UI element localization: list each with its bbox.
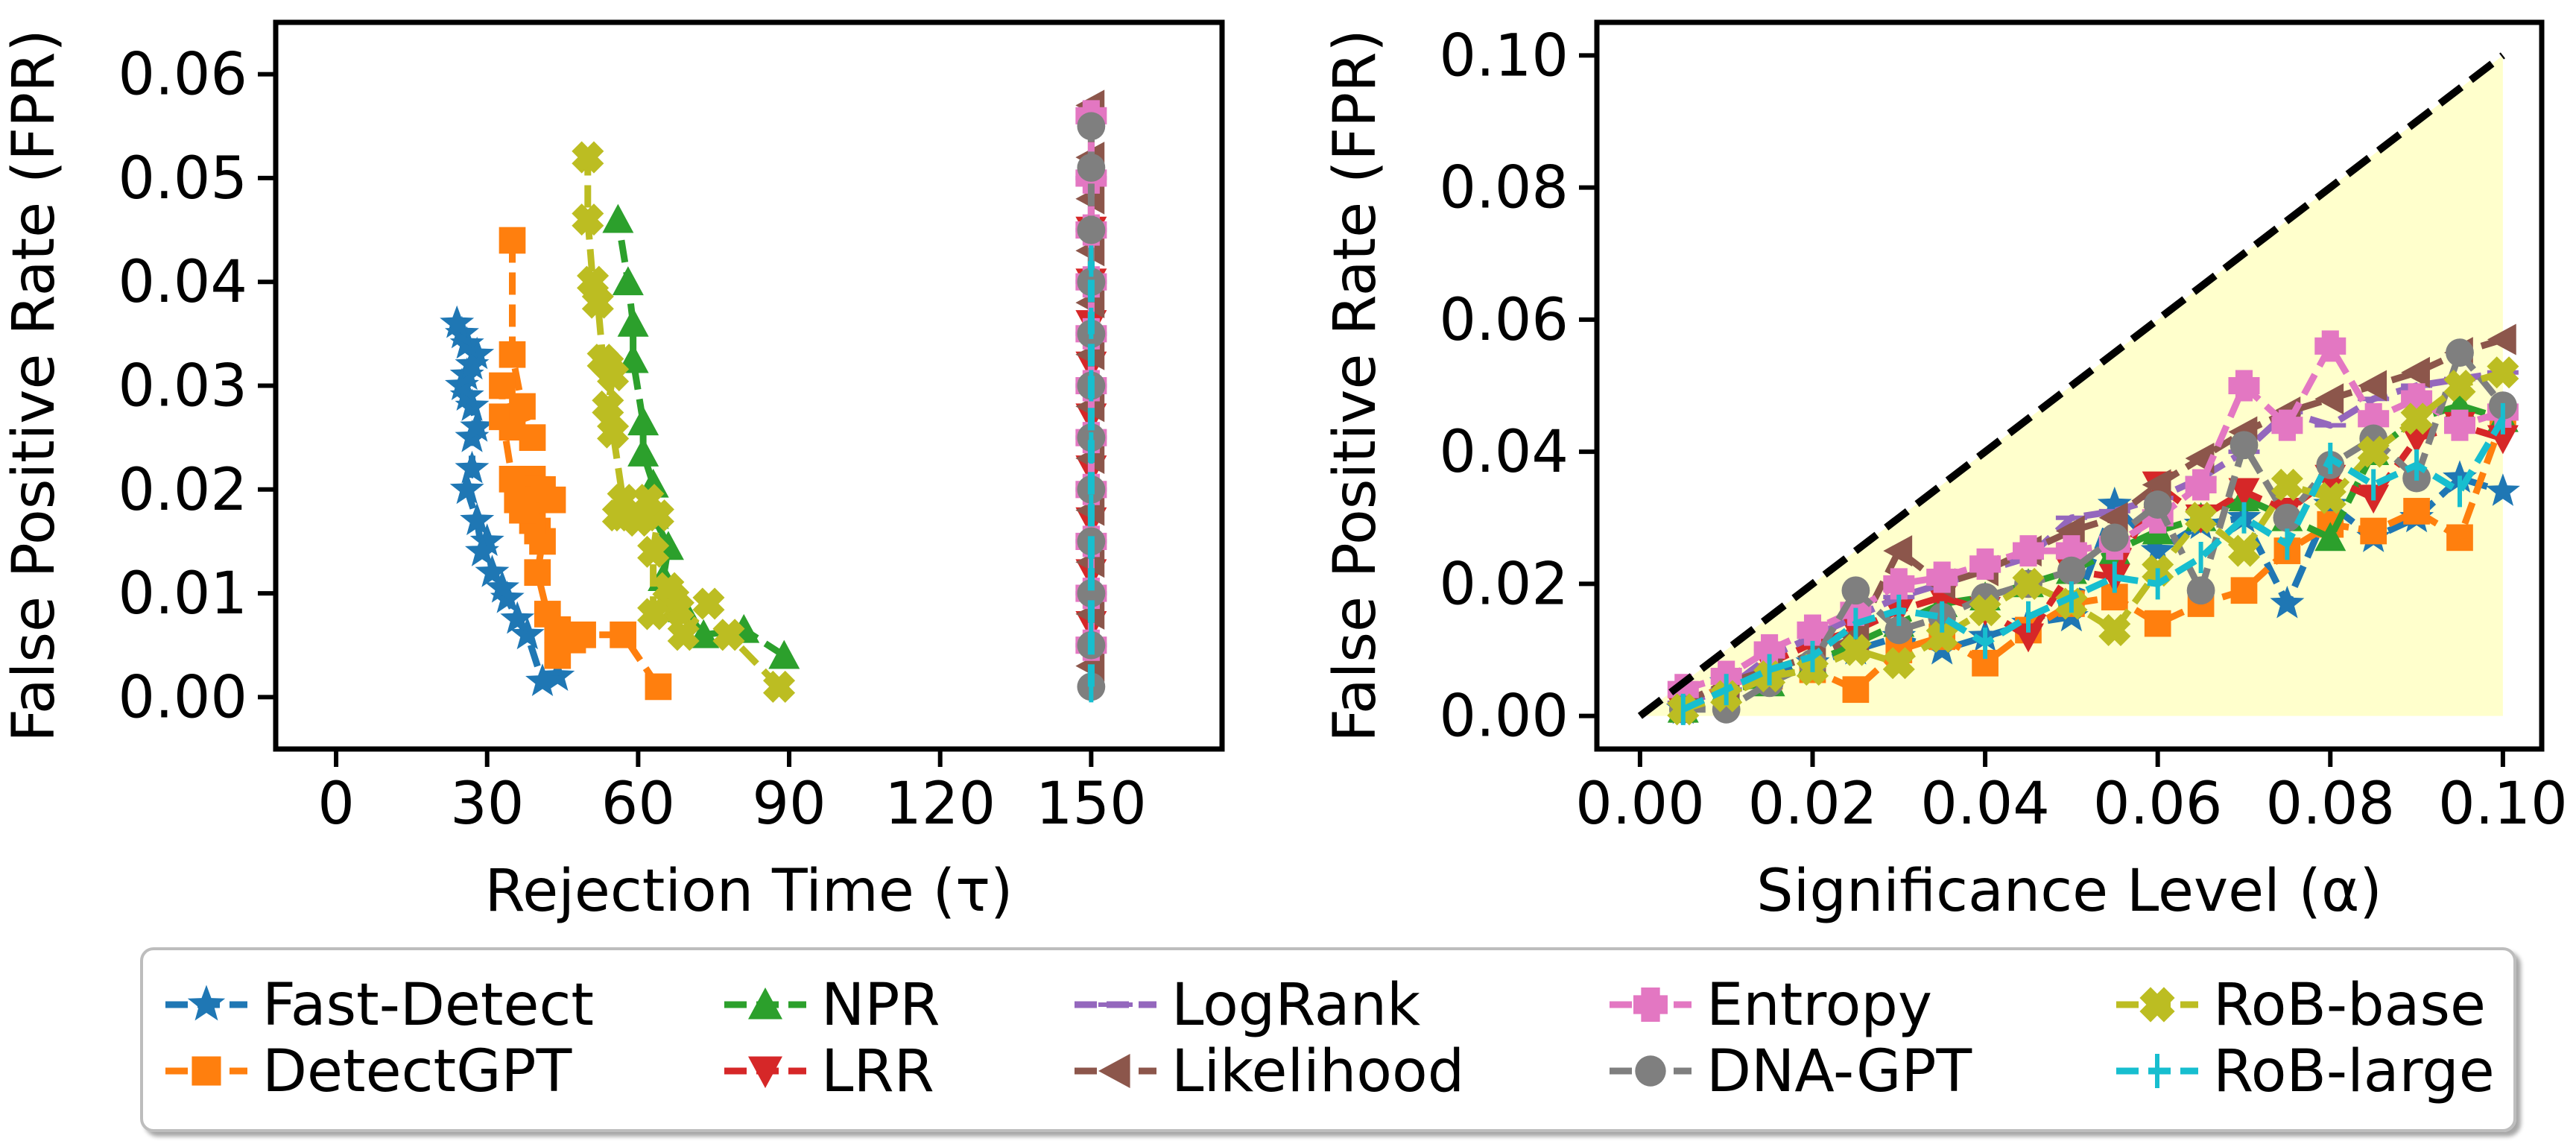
data-point-detectgpt — [2446, 525, 2473, 552]
data-point-dna-gpt — [2446, 338, 2474, 367]
data-point-dna-gpt — [2187, 576, 2215, 604]
right-y-ticks: 0.00 0.02 0.04 0.06 0.08 0.10 — [1439, 22, 1597, 750]
left-y-ticks: 0.00 0.01 0.02 0.03 0.04 0.05 0.06 — [118, 42, 276, 732]
legend-label-likelihood: Likelihood — [1171, 1038, 1464, 1105]
data-point-dna-gpt — [2057, 557, 2086, 585]
legend-label-rob-base: RoB-base — [2213, 972, 2486, 1039]
data-point-detectgpt — [1843, 676, 1870, 703]
legend-label-fast-detect: Fast-Detect — [262, 972, 594, 1039]
left-x-tick-label: 30 — [450, 771, 524, 838]
left-y-tick-label: 0.01 — [118, 560, 247, 628]
legend-label-npr: NPR — [821, 972, 940, 1039]
right-x-tick-label: 0.02 — [1748, 771, 1878, 838]
right-y-axis-label: False Positive Rate (FPR) — [1322, 29, 1389, 742]
data-point-detectgpt — [499, 227, 526, 254]
right-plot-content — [1640, 55, 2525, 731]
data-point-detectgpt — [519, 424, 546, 451]
data-point-detectgpt — [2403, 498, 2430, 525]
data-point-dna-gpt — [2230, 431, 2259, 459]
data-point-dna-gpt — [2101, 523, 2129, 552]
data-point-detectgpt — [2360, 518, 2387, 545]
right-x-tick-label: 0.00 — [1575, 771, 1705, 838]
data-point-detectgpt — [509, 394, 536, 420]
data-point-npr — [618, 308, 649, 337]
data-point-detectgpt — [2145, 610, 2171, 637]
series-rob-base — [566, 135, 801, 709]
right-y-tick-label: 0.10 — [1439, 22, 1569, 89]
right-y-tick-label: 0.04 — [1439, 419, 1569, 486]
right-x-tick-label: 0.10 — [2438, 771, 2568, 838]
legend-label-dna-gpt: DNA-GPT — [1706, 1038, 1972, 1105]
data-point-detectgpt — [2231, 577, 2258, 604]
right-y-tick-label: 0.08 — [1439, 155, 1569, 222]
data-point-detectgpt — [499, 466, 526, 493]
right-x-tick-label: 0.06 — [2093, 771, 2223, 838]
right-y-tick-label: 0.06 — [1439, 287, 1569, 354]
right-x-tick-label: 0.04 — [1920, 771, 2050, 838]
left-x-tick-label: 60 — [601, 771, 675, 838]
left-x-tick-label: 120 — [884, 771, 996, 838]
data-point-npr — [613, 266, 644, 295]
left-plot-content — [440, 89, 1107, 709]
legend-label-entropy: Entropy — [1706, 972, 1932, 1039]
data-point-dna-gpt — [2144, 490, 2172, 519]
right-y-tick-label: 0.00 — [1439, 683, 1569, 751]
data-point-npr — [627, 406, 659, 435]
legend-label-detectgpt: DetectGPT — [262, 1038, 572, 1105]
data-point-detectgpt — [499, 341, 526, 368]
left-x-tick-label: 150 — [1036, 771, 1147, 838]
data-point-detectgpt — [509, 497, 536, 524]
data-point-dna-gpt — [1077, 154, 1105, 182]
left-x-axis-label: Rejection Time (τ) — [485, 858, 1013, 925]
legend-label-rob-large: RoB-large — [2213, 1038, 2495, 1105]
left-y-tick-label: 0.03 — [118, 353, 247, 420]
legend-label-lrr: LRR — [821, 1038, 934, 1105]
data-point-dna-gpt — [1077, 216, 1105, 244]
legend-label-logrank: LogRank — [1171, 972, 1420, 1039]
left-y-axis-label: False Positive Rate (FPR) — [1, 29, 68, 742]
data-point-dna-gpt — [1077, 112, 1105, 140]
data-point-fast-detect — [455, 451, 490, 484]
legend-marker-dna-gpt — [1635, 1055, 1665, 1086]
data-point-detectgpt — [610, 622, 636, 648]
data-point-npr — [627, 437, 659, 467]
left-y-tick-label: 0.05 — [118, 145, 247, 212]
left-y-tick-label: 0.00 — [118, 664, 247, 731]
right-x-axis-label: Significance Level (α) — [1756, 858, 2382, 925]
data-point-npr — [768, 640, 800, 669]
left-x-tick-label: 90 — [752, 771, 826, 838]
left-y-tick-label: 0.04 — [118, 249, 247, 316]
left-x-ticks: 0 30 60 90 120 150 — [317, 749, 1147, 838]
right-x-tick-label: 0.08 — [2265, 771, 2395, 838]
left-x-tick-label: 0 — [317, 771, 355, 838]
data-point-detectgpt — [544, 642, 571, 669]
right-x-ticks: 0.00 0.02 0.04 0.06 0.08 0.10 — [1575, 749, 2568, 838]
data-point-npr — [602, 204, 633, 233]
data-point-detectgpt — [534, 601, 561, 628]
left-y-tick-label: 0.02 — [118, 457, 247, 524]
data-point-dna-gpt — [1841, 576, 1870, 604]
legend-marker-detectgpt — [192, 1056, 221, 1085]
data-point-detectgpt — [524, 559, 551, 586]
left-y-tick-label: 0.06 — [118, 42, 247, 109]
data-point-detectgpt — [645, 674, 672, 701]
right-y-tick-label: 0.02 — [1439, 551, 1569, 618]
